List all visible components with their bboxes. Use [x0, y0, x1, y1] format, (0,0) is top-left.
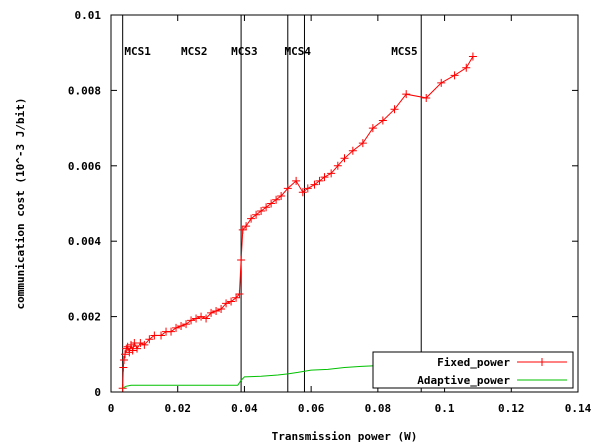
data-point-marker: [192, 314, 201, 323]
data-point-marker: [277, 191, 286, 200]
data-point-marker: [238, 225, 247, 234]
data-point-marker: [136, 338, 145, 347]
data-point-marker: [402, 90, 411, 99]
mcs-region-label: MCS5: [391, 45, 418, 58]
x-tick-label: 0.1: [435, 402, 455, 415]
data-point-marker: [267, 199, 276, 208]
data-point-marker: [242, 222, 251, 231]
data-point-marker: [358, 139, 367, 148]
mcs-region-label: MCS2: [181, 45, 208, 58]
data-point-marker: [121, 350, 130, 359]
data-point-marker: [157, 331, 166, 340]
data-point-marker: [237, 256, 246, 265]
data-point-marker: [197, 312, 206, 321]
data-point-marker: [167, 327, 176, 336]
data-point-marker: [232, 293, 241, 302]
data-point-marker: [222, 299, 231, 308]
axis-ticks: 0 0.02 0.04 0.06 0.08 0.1 0.12 0.14 0 0.002 0.004 0…: [68, 9, 592, 415]
data-point-marker: [422, 93, 431, 102]
data-point-marker: [125, 348, 134, 357]
data-point-marker: [303, 184, 312, 193]
data-point-marker: [182, 320, 191, 329]
data-point-marker: [315, 176, 324, 185]
data-point-marker: [187, 316, 196, 325]
mcs-region-lines: MCS1 MCS2 MCS3 MCS4 MCS5: [122, 15, 422, 392]
x-axis-title: Transmission power (W): [272, 430, 418, 443]
data-point-marker: [177, 322, 186, 331]
data-point-marker: [310, 180, 319, 189]
data-point-marker: [172, 323, 181, 332]
data-point-marker: [120, 355, 129, 364]
data-point-marker: [283, 184, 292, 193]
y-tick-label: 0.002: [68, 311, 101, 324]
data-point-marker: [327, 169, 336, 178]
plot-frame: [110, 14, 579, 393]
data-point-marker: [340, 154, 349, 163]
legend-box: [372, 351, 574, 389]
data-point-marker: [450, 71, 459, 80]
data-point-marker: [202, 314, 211, 323]
x-tick-label: 0.14: [565, 402, 592, 415]
x-tick-label: 0.08: [365, 402, 392, 415]
y-tick-label: 0.006: [68, 160, 101, 173]
data-point-marker: [212, 306, 221, 315]
mcs-region-label: MCS1: [124, 45, 151, 58]
x-tick-label: 0.02: [164, 402, 191, 415]
data-point-marker: [262, 203, 271, 212]
data-point-marker: [217, 305, 226, 314]
y-tick-label: 0.008: [68, 84, 101, 97]
x-tick-label: 0.12: [498, 402, 525, 415]
data-point-marker: [462, 63, 471, 72]
legend-label-fixed-power: Fixed_power: [437, 356, 510, 369]
data-point-marker: [292, 176, 301, 185]
data-point-marker: [127, 340, 136, 349]
x-tick-label: 0.06: [298, 402, 325, 415]
data-point-marker: [140, 340, 149, 349]
x-tick-label: 0: [108, 402, 115, 415]
mcs-region-label: MCS3: [231, 45, 257, 58]
series-line: [122, 56, 474, 389]
series-layer: [118, 52, 477, 393]
mcs-region-label: MCS4: [284, 45, 311, 58]
data-point-marker: [468, 52, 477, 61]
y-tick-label: 0.004: [68, 235, 101, 248]
legend-marker-fixed-power: [538, 358, 546, 366]
data-point-marker: [348, 146, 357, 155]
data-point-marker: [207, 308, 216, 317]
data-point-marker: [298, 188, 307, 197]
data-point-marker: [150, 331, 159, 340]
data-point-marker: [123, 342, 132, 351]
data-point-marker: [235, 289, 244, 298]
data-point-marker: [227, 297, 236, 306]
data-point-marker: [118, 384, 127, 393]
data-point-marker: [272, 195, 281, 204]
legend: Fixed_power Adaptive_power: [372, 351, 574, 389]
data-point-marker: [368, 124, 377, 133]
y-tick-label: 0: [94, 386, 101, 399]
data-point-marker: [119, 363, 128, 372]
data-point-marker: [145, 335, 154, 344]
x-tick-label: 0.04: [231, 402, 258, 415]
data-point-marker: [133, 344, 142, 353]
y-tick-label: 0.01: [75, 9, 102, 22]
data-point-marker: [257, 207, 266, 216]
data-point-marker: [333, 161, 342, 170]
y-axis-title: communication cost (10^-3 J/bit): [14, 98, 27, 310]
data-point-marker: [437, 78, 446, 87]
data-point-marker: [128, 346, 137, 355]
data-point-marker: [390, 105, 399, 114]
legend-label-adaptive-power: Adaptive_power: [417, 374, 510, 387]
data-point-marker: [252, 210, 261, 219]
data-point-marker: [378, 116, 387, 125]
data-point-marker: [247, 214, 256, 223]
data-point-marker: [320, 173, 329, 182]
